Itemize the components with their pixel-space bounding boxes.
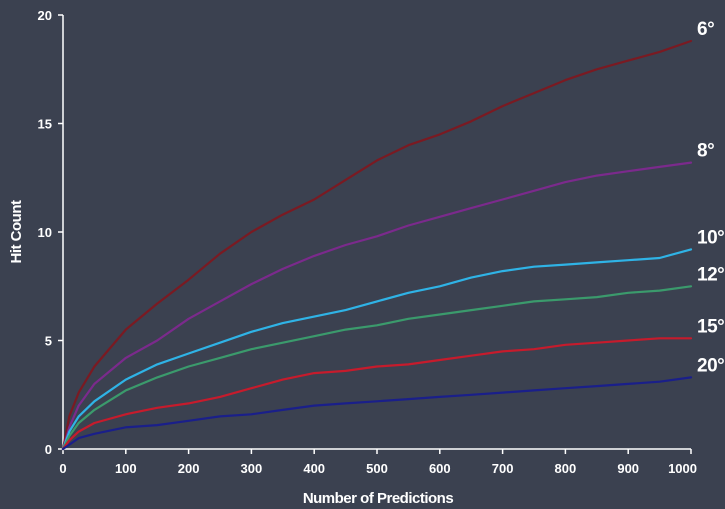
x-tick-label: 600	[429, 461, 451, 476]
x-axis-ticks: 0 100 200 300 400 500 600 700 800 900 1000	[59, 449, 697, 476]
x-tick-label: 300	[241, 461, 263, 476]
x-tick-label: 500	[366, 461, 388, 476]
x-tick-label: 800	[555, 461, 577, 476]
x-tick-label: 100	[115, 461, 137, 476]
x-tick-label: 200	[178, 461, 200, 476]
x-axis-title: Number of Predictions	[303, 490, 454, 507]
series-line	[61, 248, 693, 451]
y-axis-ticks: 0 5 10 15 20	[38, 8, 63, 457]
series-label: 8°	[697, 141, 714, 162]
x-tick-label: 1000	[668, 461, 697, 476]
series-line	[61, 337, 693, 451]
series-line	[61, 161, 693, 451]
series-line	[61, 39, 693, 451]
series-label: 15°	[697, 316, 724, 337]
x-tick-label: 900	[617, 461, 639, 476]
x-tick-label: 700	[492, 461, 514, 476]
y-tick-label: 10	[38, 225, 52, 240]
series-label: 12°	[697, 264, 724, 285]
y-tick-label: 20	[38, 8, 52, 23]
y-axis-title: Hit Count	[8, 200, 25, 263]
y-tick-label: 5	[45, 334, 52, 349]
axes	[62, 15, 691, 450]
y-tick-label: 0	[45, 442, 52, 457]
series-line	[61, 285, 693, 451]
series-label: 10°	[697, 227, 724, 248]
series-lines	[61, 39, 693, 451]
y-tick-label: 15	[38, 117, 52, 132]
x-tick-label: 0	[59, 461, 66, 476]
x-tick-label: 400	[303, 461, 325, 476]
series-label: 20°	[697, 355, 724, 376]
series-line	[61, 376, 693, 451]
series-labels: 6° 8° 10° 12° 15° 20°	[697, 19, 725, 376]
series-label: 6°	[697, 19, 714, 40]
